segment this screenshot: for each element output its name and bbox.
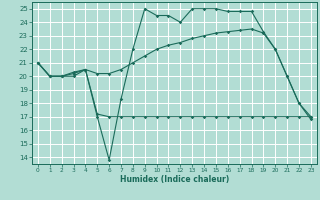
X-axis label: Humidex (Indice chaleur): Humidex (Indice chaleur) — [120, 175, 229, 184]
